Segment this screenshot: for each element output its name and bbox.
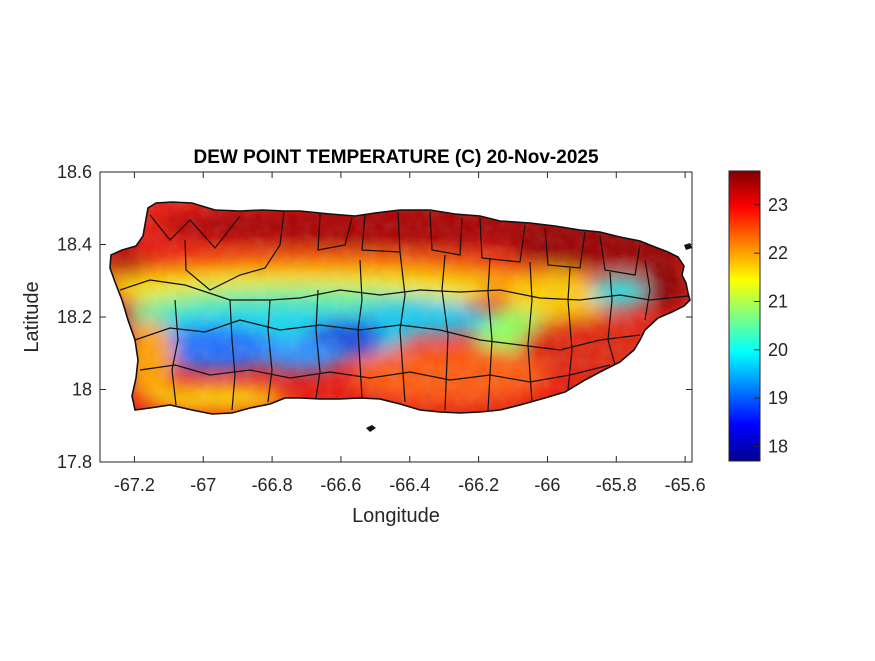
municipal-boundary-line [361,211,401,253]
y-tick-label: 18 [72,380,92,400]
municipal-boundary-line [429,211,463,256]
y-axis-label: Latitude [21,281,43,352]
municipality-boundaries [119,211,689,411]
municipal-boundary-line [487,257,493,411]
municipal-boundary-line [567,267,573,391]
municipal-boundary-line [134,319,641,351]
colorbar-tick-label: 19 [768,388,788,408]
chart-title: DEW POINT TEMPERATURE (C) 20-Nov-2025 [193,147,598,168]
x-tick-label: -66.8 [252,475,293,495]
x-axis-label: Longitude [352,505,440,527]
colorbar-tick-label: 20 [768,340,788,360]
y-tick-label: 18.4 [57,235,92,255]
municipal-boundary-line [399,251,406,403]
municipal-boundary-line [119,279,689,301]
municipal-boundary-line [317,213,353,251]
y-tick-label: 17.8 [57,452,92,472]
municipal-boundary-line [607,271,616,366]
x-tick-label: -66.6 [320,475,361,495]
municipal-boundary-line [644,259,651,321]
x-tick-label: -66.2 [458,475,499,495]
municipal-boundary-line [184,211,285,291]
x-tick-label: -65.8 [596,475,637,495]
municipal-boundary-line [599,235,641,276]
x-tick-label: -66.4 [389,475,430,495]
municipal-boundary-line [171,299,179,406]
y-tick-label: 18.2 [57,307,92,327]
colorbar-ticks: 18 19 20 21 22 23 [754,195,788,457]
municipal-boundary-line [149,214,241,249]
municipal-boundary-line [441,254,449,411]
colorbar-tick-label: 23 [768,195,788,215]
x-axis-ticks: -67.2 -67 -66.8 -66.6 -66.4 -66.2 -66 -65.8 -65.… [114,172,706,495]
x-tick-label: -67 [190,475,216,495]
municipal-boundary-line [229,299,236,411]
x-tick-label: -66 [534,475,560,495]
colorbar [728,170,761,462]
caja-de-muertos-island [366,425,376,432]
municipal-boundary-line [357,259,363,399]
y-axis-ticks: 17.8 18 18.2 18.4 18.6 [57,162,692,472]
x-tick-label: -65.6 [665,475,706,495]
y-tick-label: 18.6 [57,162,92,182]
municipal-boundary-line [315,289,321,399]
colorbar-tick-label: 22 [768,243,788,263]
municipal-boundary-line [544,227,586,269]
municipal-boundary-line [479,217,526,263]
municipal-boundary-line [267,299,273,403]
colorbar-tick-label: 18 [768,437,788,457]
colorbar-tick-label: 21 [768,292,788,312]
municipal-boundary-line [527,261,533,403]
dew-point-heatmap [110,202,690,414]
x-tick-label: -67.2 [114,475,155,495]
